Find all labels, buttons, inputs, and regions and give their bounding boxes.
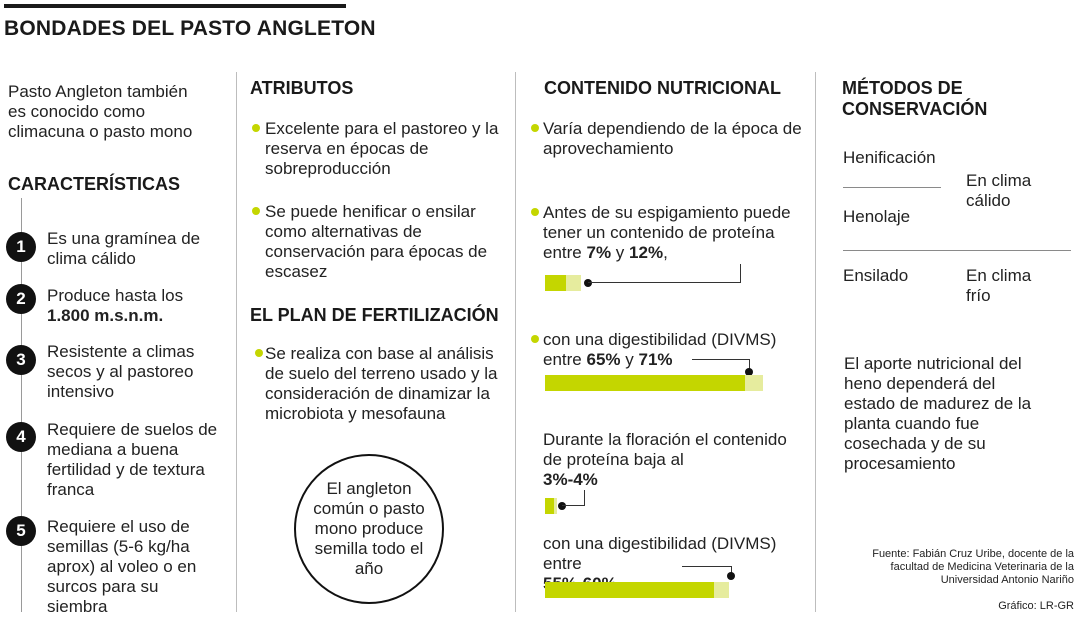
seed-callout-text: El angleton común o pasto mono produce s…	[313, 479, 425, 578]
column-divider	[236, 72, 237, 612]
divider	[843, 187, 941, 188]
step-number-5: 5	[6, 516, 36, 546]
bullet-dot	[255, 349, 263, 357]
title-rule	[4, 4, 346, 8]
intro-text: Pasto Angleton también es conocido como …	[8, 82, 193, 141]
hay-note: El aporte nutricional del heno dependerá…	[844, 354, 1032, 473]
callout-line	[731, 566, 732, 575]
protein-bar-flowering-range	[554, 498, 557, 514]
characteristic-item-5: Requiere el uso de semillas (5-6 kg/ha a…	[47, 517, 197, 616]
digestibility-bar-flowering	[545, 582, 714, 598]
source-note: Fuente: Fabián Cruz Uribe, docente de la…	[872, 548, 1074, 586]
page-title: BONDADES DEL PASTO ANGLETON	[4, 17, 376, 40]
nutrition-bullet-2-comma: ,	[663, 243, 668, 262]
method-henificacion: Henificación	[843, 148, 936, 167]
protein-bar-before-range	[566, 275, 581, 291]
climate-cold: En clima frío	[966, 266, 1032, 305]
divider	[843, 250, 1071, 251]
digestibility-bar-flowering-range	[713, 582, 730, 598]
digestibility-max-value: 71%	[638, 350, 673, 369]
step-number-4: 4	[6, 422, 36, 452]
step-number-2: 2	[6, 284, 36, 314]
characteristic-item-2-bold: 1.800 m.s.n.m.	[47, 306, 164, 325]
nutrition-bullet-2: Antes de su espigamiento puede tener un …	[543, 203, 798, 263]
flowering-protein-value: 3%-4%	[543, 470, 598, 489]
method-henolaje: Henolaje	[843, 207, 911, 226]
nutrition-bullet-2-and: y	[615, 243, 625, 262]
column-divider	[815, 72, 816, 612]
callout-pin	[558, 502, 566, 510]
characteristic-item-2-text: Produce hasta los	[47, 286, 184, 305]
bullet-dot	[252, 207, 260, 215]
step-number-3: 3	[6, 345, 36, 375]
attribute-bullet-2: Se puede henificar o ensilar como altern…	[265, 202, 488, 281]
callout-pin	[745, 368, 753, 376]
fertilization-heading: EL PLAN DE FERTILIZACIÓN	[250, 305, 499, 325]
protein-max-value: 12%	[629, 243, 664, 262]
protein-min-value: 7%	[586, 243, 612, 262]
characteristic-item-1: Es una gramínea de clima cálido	[47, 229, 201, 268]
callout-line	[692, 359, 749, 360]
bullet-dot	[531, 208, 539, 216]
steps-connector	[21, 198, 22, 612]
callout-pin	[727, 572, 735, 580]
protein-bar-before	[545, 275, 566, 291]
nutrition-bullet-3: con una digestibilidad (DIVMS) entre 65%…	[543, 330, 803, 370]
column-divider	[515, 72, 516, 612]
characteristic-item-3: Resistente a climas secos y al pastoreo …	[47, 342, 195, 401]
characteristics-heading: CARACTERÍSTICAS	[8, 174, 181, 194]
conservation-heading: MÉTODOS DE CONSERVACIÓN	[842, 78, 988, 119]
characteristic-item-4: Requiere de suelos de mediana a buena fe…	[47, 420, 218, 499]
nutrition-bullet-3-and: y	[625, 350, 634, 369]
graphic-credit: Gráfico: LR-GR	[998, 600, 1074, 612]
seed-callout-circle: El angleton común o pasto mono produce s…	[294, 454, 444, 604]
nutrition-bullet-2-text: Antes de su espigamiento puede tener un …	[543, 203, 791, 262]
digestibility-min-value: 65%	[586, 350, 621, 369]
flowering-digestibility-text: con una digestibilidad (DIVMS) entre	[543, 534, 777, 573]
bullet-dot	[531, 335, 539, 343]
climate-warm: En clima cálido	[966, 171, 1032, 210]
callout-line	[749, 359, 750, 370]
step-number-1: 1	[6, 232, 36, 262]
callout-line	[682, 566, 731, 567]
protein-bar-flowering	[545, 498, 554, 514]
nutrition-bullet-3-text: con una digestibilidad (DIVMS) entre	[543, 330, 777, 369]
digestibility-bar-before	[545, 375, 745, 391]
nutrition-heading: CONTENIDO NUTRICIONAL	[544, 78, 781, 98]
method-ensilado: Ensilado	[843, 266, 909, 285]
nutrition-bullet-1: Varía dependiendo de la época de aprovec…	[543, 119, 802, 158]
flowering-paragraph: Durante la floración el contenido de pro…	[543, 430, 798, 490]
callout-line	[588, 282, 740, 283]
bullet-dot	[531, 124, 539, 132]
callout-pin	[584, 279, 592, 287]
callout-line	[740, 264, 741, 283]
fertilization-bullet: Se realiza con base al análisis de suelo…	[265, 344, 498, 423]
flowering-text: Durante la floración el contenido de pro…	[543, 430, 787, 469]
characteristic-item-2: Produce hasta los 1.800 m.s.n.m.	[47, 286, 227, 326]
digestibility-bar-before-range	[744, 375, 763, 391]
callout-line	[562, 505, 584, 506]
attribute-bullet-1: Excelente para el pastoreo y la reserva …	[265, 119, 499, 178]
bullet-dot	[252, 124, 260, 132]
attributes-heading: ATRIBUTOS	[250, 78, 354, 98]
callout-line	[584, 490, 585, 506]
